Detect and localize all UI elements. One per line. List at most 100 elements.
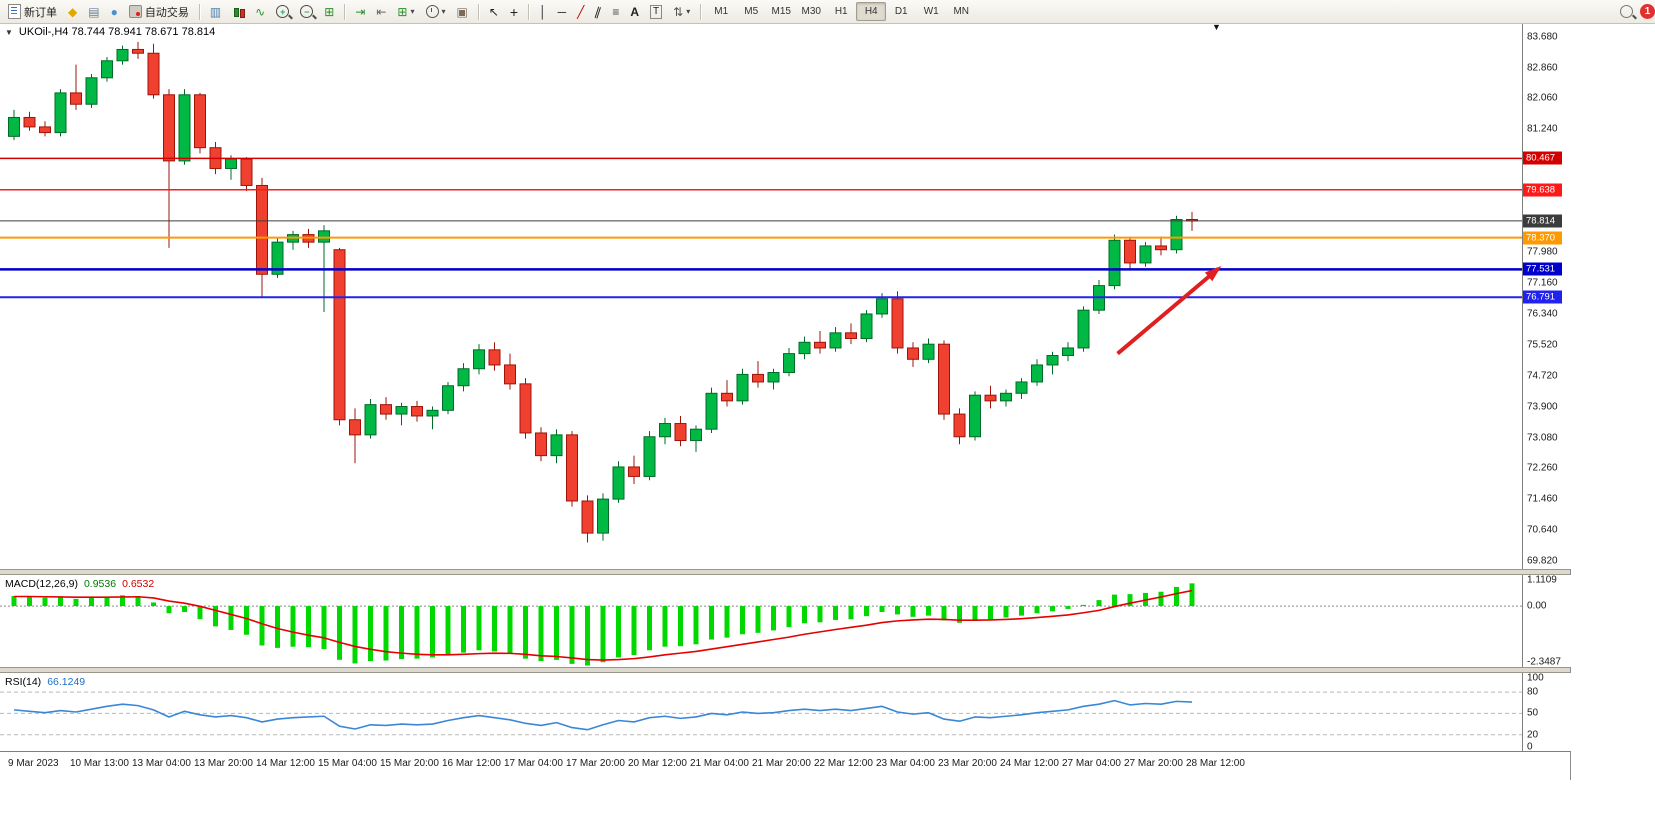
candle [178, 89, 191, 165]
templates-button[interactable]: ▣ [452, 1, 473, 22]
macd-axis-label: 1.1109 [1527, 574, 1557, 586]
price-axis[interactable]: 83.680 82.860 82.060 81.240 77.980 77.160 76.3… [1522, 23, 1571, 569]
macd-axis[interactable]: 1.1109 0.00 -2.3487 [1522, 574, 1571, 668]
macd-axis-label: 0.00 [1527, 600, 1547, 612]
bar-chart-button[interactable]: ▥ [205, 1, 226, 22]
timeframe-m5-button[interactable]: M5 [744, 6, 759, 17]
rsi-axis-label: 80 [1527, 686, 1539, 698]
cursor-icon: ↖ [488, 4, 499, 19]
label-icon: T [650, 4, 663, 19]
crosshair-button[interactable]: + [505, 1, 523, 22]
candle [1170, 215, 1183, 254]
price-tick-label: 82.860 [1527, 62, 1558, 74]
macd-plot[interactable]: MACD(12,26,9) 0.9536 0.6532 [0, 575, 1522, 667]
chart-shift-button[interactable]: ⇤ [371, 1, 391, 22]
line-chart-icon: ∿ [255, 4, 266, 19]
candle [380, 397, 392, 420]
fibonacci-icon: ≡ [612, 4, 620, 19]
vertical-line-button[interactable]: │ [534, 1, 552, 22]
time-axis-label: 13 Mar 04:00 [132, 758, 191, 769]
text-tool-button[interactable]: A [625, 1, 644, 22]
time-axis[interactable]: 9 Mar 2023 10 Mar 13:00 13 Mar 04:00 13 Mar… [0, 751, 1570, 780]
bar-chart-icon: ▥ [209, 4, 222, 19]
preview-icon: ● [110, 4, 118, 19]
arrows-tool-button[interactable]: ⇅ ▾ [668, 1, 695, 22]
macd-canvas[interactable] [0, 575, 1522, 667]
print-icon: ▤ [88, 4, 100, 19]
price-tick-label: 82.060 [1527, 92, 1558, 104]
trendline-button[interactable]: ╱ [572, 1, 589, 22]
label-tool-button[interactable]: T [645, 1, 667, 22]
tile-windows-icon: ⊞ [324, 4, 335, 19]
time-axis-label: 28 Mar 12:00 [1186, 758, 1245, 769]
alerts-button[interactable]: ◆ [63, 1, 82, 22]
fibonacci-button[interactable]: ≡ [607, 1, 624, 22]
templates-icon: ▣ [456, 4, 468, 19]
timeframe-h4-button[interactable]: H4 [856, 2, 887, 21]
macd-signal-line [14, 589, 1193, 661]
candle [938, 340, 950, 420]
cursor-button[interactable]: ↖ [484, 1, 504, 22]
macd-main-value: 0.9536 [83, 578, 117, 590]
candle [550, 429, 563, 464]
scroll-position-marker[interactable]: ▼ [1212, 23, 1221, 32]
candle [705, 387, 718, 433]
price-tick-label: 83.680 [1527, 31, 1558, 43]
rsi-canvas[interactable] [0, 673, 1522, 751]
rsi-plot[interactable]: RSI(14) 66.1249 [0, 673, 1522, 751]
candle [597, 493, 609, 541]
search-icon[interactable] [1620, 5, 1633, 18]
autotrading-icon [128, 5, 142, 18]
timeframe-m15-button[interactable]: M15 [771, 6, 791, 17]
timeframe-mn-button[interactable]: MN [953, 6, 970, 17]
tile-windows-button[interactable]: ⊞ [319, 1, 339, 22]
zoom-out-button[interactable]: − [295, 1, 318, 22]
auto-scroll-button[interactable]: ⇥ [350, 1, 370, 22]
window-menu-icon[interactable]: ▼ [5, 27, 13, 37]
rsi-title: RSI(14) [5, 676, 42, 688]
timeframe-d1-button[interactable]: D1 [894, 6, 908, 17]
price-tick-label: 72.260 [1527, 462, 1558, 474]
macd-axis-label: -2.3487 [1527, 656, 1561, 668]
timeframe-h1-button[interactable]: H1 [834, 6, 848, 17]
candle [519, 378, 532, 439]
price-tick-label: 81.240 [1527, 123, 1558, 135]
toolbar-separator [477, 3, 479, 20]
preview-button[interactable]: ● [106, 1, 123, 22]
notification-badge[interactable]: 1 [1640, 4, 1655, 19]
candle [473, 344, 485, 375]
periods-button[interactable]: ▾ [421, 1, 451, 22]
print-button[interactable]: ▤ [83, 1, 104, 22]
candle [736, 368, 749, 405]
autotrading-button[interactable]: 自动交易 [124, 1, 194, 22]
new-order-button[interactable]: 新订单 [3, 1, 62, 22]
new-chart-button[interactable]: ⊞ ▾ [392, 1, 419, 22]
candle [426, 406, 439, 430]
main-chart-canvas[interactable] [0, 23, 1522, 569]
candle [1015, 378, 1028, 399]
candlestick-chart-button[interactable] [227, 1, 249, 22]
channel-button[interactable]: ∥ [590, 1, 606, 22]
timeframe-m1-button[interactable]: M1 [714, 6, 729, 17]
horizontal-line-button[interactable]: ─ [553, 1, 572, 22]
pane-splitter[interactable] [0, 569, 1570, 575]
candle [1139, 242, 1152, 267]
price-tick-label: 77.160 [1527, 277, 1558, 289]
macd-histogram [11, 583, 1195, 666]
timeframe-w1-button[interactable]: W1 [923, 6, 939, 17]
macd-header: MACD(12,26,9) 0.9536 0.6532 [5, 578, 154, 590]
trend-arrow-annotation[interactable] [1116, 267, 1220, 356]
line-chart-button[interactable]: ∿ [250, 1, 270, 22]
timeframe-m30-button[interactable]: M30 [801, 6, 821, 17]
zoom-in-button[interactable]: + [271, 1, 294, 22]
rsi-header: RSI(14) 66.1249 [5, 676, 85, 688]
candle [643, 431, 656, 481]
candles-layer [8, 41, 1198, 543]
new-chart-icon: ⊞ [397, 4, 408, 19]
candle [240, 157, 253, 192]
main-chart-plot[interactable]: ▼ UKOil-,H4 78.744 78.941 78.671 78.814 … [0, 23, 1522, 569]
price-tick-label: 70.640 [1527, 524, 1558, 536]
pane-splitter[interactable] [0, 667, 1570, 673]
rsi-axis[interactable]: 100 80 50 20 0 [1522, 672, 1571, 753]
